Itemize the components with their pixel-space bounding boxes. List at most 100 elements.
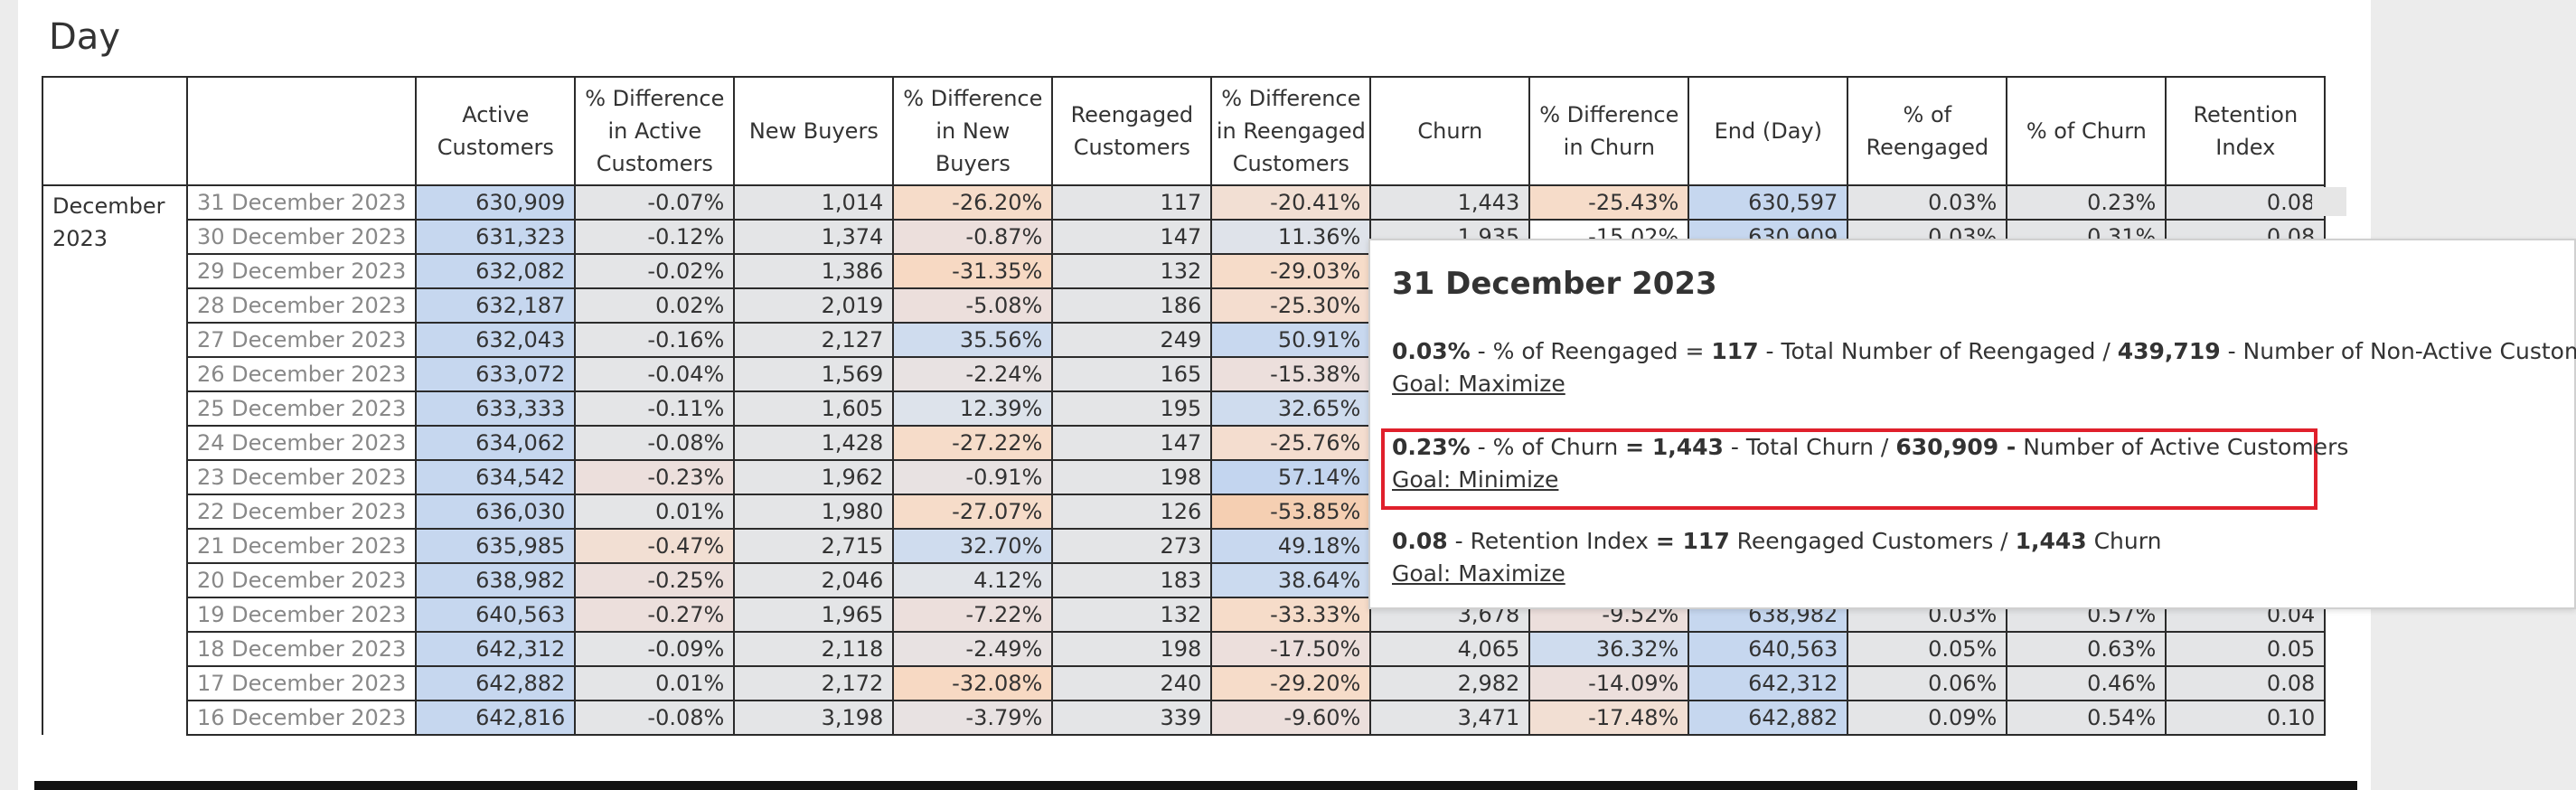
table-cell[interactable]: 32.65% bbox=[1210, 390, 1372, 427]
table-cell[interactable]: -0.91% bbox=[892, 459, 1054, 495]
table-cell[interactable]: 12.39% bbox=[892, 390, 1054, 427]
table-cell[interactable]: 630,597 bbox=[1688, 184, 1849, 221]
row-date[interactable]: 18 December 2023 bbox=[185, 631, 418, 667]
table-cell[interactable]: 1,443 bbox=[1369, 184, 1531, 221]
table-cell[interactable]: 642,882 bbox=[415, 665, 577, 701]
table-cell[interactable]: -0.07% bbox=[574, 184, 736, 221]
table-cell[interactable]: 339 bbox=[1051, 700, 1213, 736]
table-cell[interactable]: 35.56% bbox=[892, 322, 1054, 358]
table-cell[interactable]: -25.76% bbox=[1210, 425, 1372, 461]
table-row[interactable]: 30 December 2023 631,323 -0.12% 1,374 -0.87%… bbox=[42, 219, 2327, 255]
table-cell[interactable]: 38.64% bbox=[1210, 562, 1372, 598]
table-cell[interactable]: 0.02% bbox=[574, 287, 736, 324]
table-cell[interactable]: 1,980 bbox=[733, 494, 895, 530]
table-cell[interactable]: 11.36% bbox=[1210, 219, 1372, 255]
row-date[interactable]: 31 December 2023 bbox=[185, 184, 418, 221]
header-pct-reengaged[interactable]: % of Reengaged bbox=[1847, 76, 2008, 186]
row-date[interactable]: 22 December 2023 bbox=[185, 494, 418, 530]
table-cell[interactable]: 632,043 bbox=[415, 322, 577, 358]
table-cell[interactable]: 1,569 bbox=[733, 356, 895, 392]
table-cell[interactable]: 132 bbox=[1051, 597, 1213, 633]
table-row[interactable]: 17 December 2023 642,882 0.01% 2,172 -32.08%… bbox=[42, 665, 2327, 701]
table-cell[interactable]: 0.63% bbox=[2006, 631, 2167, 667]
table-cell[interactable]: 32.70% bbox=[892, 528, 1054, 564]
bottom-scrollbar[interactable] bbox=[34, 781, 2357, 790]
table-cell[interactable]: 636,030 bbox=[415, 494, 577, 530]
table-cell[interactable]: -25.43% bbox=[1528, 184, 1690, 221]
table-cell[interactable]: -14.09% bbox=[1528, 665, 1690, 701]
table-cell[interactable]: -0.11% bbox=[574, 390, 736, 427]
table-cell[interactable]: 634,542 bbox=[415, 459, 577, 495]
table-cell[interactable]: 2,019 bbox=[733, 287, 895, 324]
table-cell[interactable]: 36.32% bbox=[1528, 631, 1690, 667]
table-cell[interactable]: 49.18% bbox=[1210, 528, 1372, 564]
table-cell[interactable]: -2.49% bbox=[892, 631, 1054, 667]
table-cell[interactable]: 1,374 bbox=[733, 219, 895, 255]
header-active-customers[interactable]: Active Customers bbox=[415, 76, 577, 186]
table-cell[interactable]: 0.05 bbox=[2165, 631, 2327, 667]
table-cell[interactable]: 183 bbox=[1051, 562, 1213, 598]
table-cell[interactable]: 2,982 bbox=[1369, 665, 1531, 701]
table-row[interactable]: December 2023 31 December 2023 630,909 -0.0… bbox=[42, 184, 2327, 735]
table-cell[interactable]: 1,386 bbox=[733, 253, 895, 289]
table-cell[interactable]: -17.48% bbox=[1528, 700, 1690, 736]
table-cell[interactable]: 630,909 bbox=[415, 184, 577, 221]
header-diff-new-buyers[interactable]: % Difference in New Buyers bbox=[892, 76, 1054, 186]
table-cell[interactable]: -0.16% bbox=[574, 322, 736, 358]
table-cell[interactable]: -27.22% bbox=[892, 425, 1054, 461]
table-cell[interactable]: 240 bbox=[1051, 665, 1213, 701]
table-row[interactable]: 18 December 2023 642,312 -0.09% 2,118 -2.49%… bbox=[42, 631, 2327, 667]
header-diff-churn[interactable]: % Difference in Churn bbox=[1528, 76, 1690, 186]
table-cell[interactable]: 3,198 bbox=[733, 700, 895, 736]
table-cell[interactable]: -0.87% bbox=[892, 219, 1054, 255]
table-cell[interactable]: 132 bbox=[1051, 253, 1213, 289]
table-cell[interactable]: 640,563 bbox=[1688, 631, 1849, 667]
table-cell[interactable]: 0.10 bbox=[2165, 700, 2327, 736]
table-cell[interactable]: 638,982 bbox=[415, 562, 577, 598]
table-cell[interactable]: -5.08% bbox=[892, 287, 1054, 324]
table-cell[interactable]: 147 bbox=[1051, 425, 1213, 461]
table-cell[interactable]: 632,187 bbox=[415, 287, 577, 324]
table-cell[interactable]: 0.08 bbox=[2165, 184, 2327, 221]
table-cell[interactable]: 635,985 bbox=[415, 528, 577, 564]
table-cell[interactable]: 57.14% bbox=[1210, 459, 1372, 495]
table-cell[interactable]: 1,965 bbox=[733, 597, 895, 633]
row-date[interactable]: 29 December 2023 bbox=[185, 253, 418, 289]
table-cell[interactable]: 0.03% bbox=[1847, 184, 2008, 221]
row-date[interactable]: 30 December 2023 bbox=[185, 219, 418, 255]
table-cell[interactable]: 147 bbox=[1051, 219, 1213, 255]
header-diff-active[interactable]: % Difference in Active Customers bbox=[574, 76, 736, 186]
table-cell[interactable]: 0.05% bbox=[1847, 631, 2008, 667]
table-cell[interactable]: 642,312 bbox=[1688, 665, 1849, 701]
table-cell[interactable]: -26.20% bbox=[892, 184, 1054, 221]
table-cell[interactable]: -0.08% bbox=[574, 425, 736, 461]
header-retention-index[interactable]: Retention Index bbox=[2165, 76, 2327, 186]
header-reengaged[interactable]: Reengaged Customers bbox=[1051, 76, 1213, 186]
table-cell[interactable]: 186 bbox=[1051, 287, 1213, 324]
table-cell[interactable]: 640,563 bbox=[415, 597, 577, 633]
table-cell[interactable]: -29.20% bbox=[1210, 665, 1372, 701]
table-cell[interactable]: 198 bbox=[1051, 459, 1213, 495]
table-cell[interactable]: -33.33% bbox=[1210, 597, 1372, 633]
table-cell[interactable]: 634,062 bbox=[415, 425, 577, 461]
row-date[interactable]: 26 December 2023 bbox=[185, 356, 418, 392]
row-date[interactable]: 28 December 2023 bbox=[185, 287, 418, 324]
table-cell[interactable]: 1,014 bbox=[733, 184, 895, 221]
table-cell[interactable]: -2.24% bbox=[892, 356, 1054, 392]
table-cell[interactable]: 2,127 bbox=[733, 322, 895, 358]
table-cell[interactable]: 0.01% bbox=[574, 665, 736, 701]
table-cell[interactable]: 2,118 bbox=[733, 631, 895, 667]
table-cell[interactable]: -0.12% bbox=[574, 219, 736, 255]
table-cell[interactable]: 50.91% bbox=[1210, 322, 1372, 358]
row-date[interactable]: 25 December 2023 bbox=[185, 390, 418, 427]
header-diff-reengaged[interactable]: % Difference in Reengaged Customers bbox=[1210, 76, 1372, 186]
table-cell[interactable]: 1,605 bbox=[733, 390, 895, 427]
header-churn[interactable]: Churn bbox=[1369, 76, 1531, 186]
table-cell[interactable]: 0.46% bbox=[2006, 665, 2167, 701]
table-cell[interactable]: -0.47% bbox=[574, 528, 736, 564]
row-date[interactable]: 19 December 2023 bbox=[185, 597, 418, 633]
table-cell[interactable]: 117 bbox=[1051, 184, 1213, 221]
table-cell[interactable]: 165 bbox=[1051, 356, 1213, 392]
table-cell[interactable]: 4.12% bbox=[892, 562, 1054, 598]
table-cell[interactable]: 633,072 bbox=[415, 356, 577, 392]
